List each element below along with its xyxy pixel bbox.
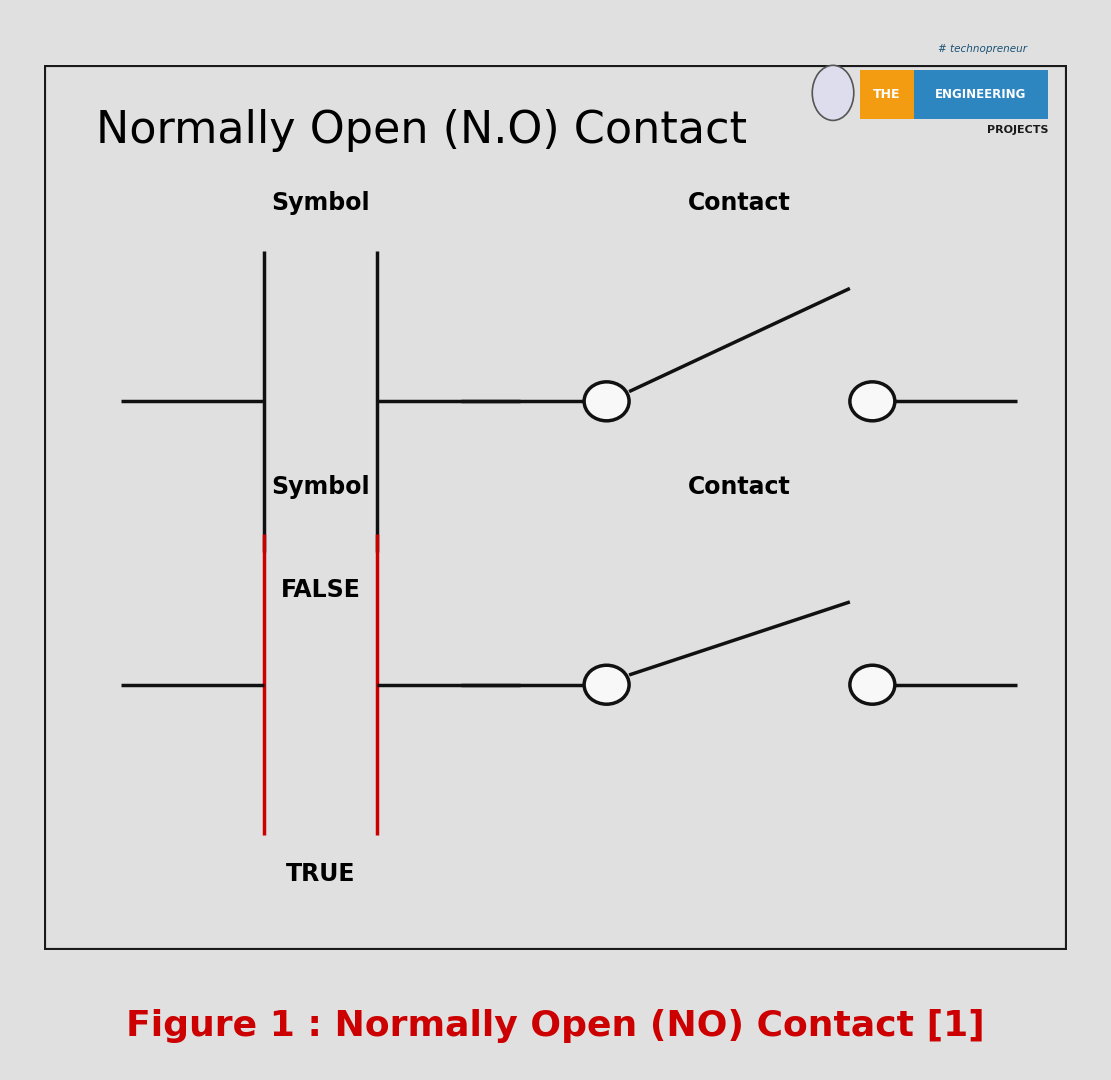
Text: Symbol: Symbol (271, 191, 370, 215)
Text: PROJECTS: PROJECTS (987, 125, 1048, 135)
Text: Contact: Contact (688, 475, 791, 499)
Text: Normally Open (N.O) Contact: Normally Open (N.O) Contact (96, 109, 747, 152)
FancyBboxPatch shape (913, 70, 1048, 119)
Circle shape (812, 65, 853, 121)
Circle shape (584, 665, 629, 704)
Circle shape (584, 382, 629, 421)
Circle shape (850, 665, 894, 704)
Text: Contact: Contact (688, 191, 791, 215)
Text: # technopreneur: # technopreneur (938, 44, 1027, 54)
Text: THE: THE (873, 87, 901, 102)
Text: ENGINEERING: ENGINEERING (935, 87, 1027, 102)
Text: TRUE: TRUE (286, 862, 356, 886)
Text: Symbol: Symbol (271, 475, 370, 499)
FancyBboxPatch shape (860, 70, 913, 119)
Text: FALSE: FALSE (280, 579, 360, 603)
Text: Figure 1 : Normally Open (NO) Contact [1]: Figure 1 : Normally Open (NO) Contact [1… (127, 1009, 984, 1043)
Text: 🤖: 🤖 (828, 83, 839, 103)
Circle shape (850, 382, 894, 421)
